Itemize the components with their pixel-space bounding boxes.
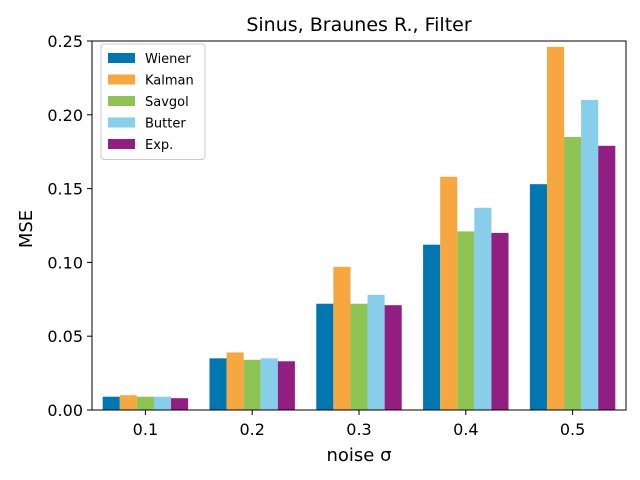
bar-savgol-0_5 bbox=[564, 136, 582, 410]
x-tick-label: 0.1 bbox=[133, 420, 158, 439]
bar-exp-0_3 bbox=[384, 305, 402, 410]
legend-label: Wiener bbox=[145, 52, 191, 67]
bar-kalman-0_1 bbox=[119, 395, 137, 410]
bar-savgol-0_3 bbox=[350, 303, 368, 410]
bar-butter-0_4 bbox=[474, 207, 492, 410]
bar-butter-0_1 bbox=[153, 396, 172, 410]
axes-group: 0.00 0.05 0.10 0.15 0.20 0.25 0.1 0.2 0.3 0.4 0.5 bbox=[47, 32, 627, 439]
x-axis-title: noise σ bbox=[326, 445, 391, 466]
y-tick-label: 0.15 bbox=[47, 180, 83, 199]
bar-savgol-0_2 bbox=[243, 359, 261, 410]
bars-group bbox=[102, 46, 616, 411]
y-tick-label: 0.25 bbox=[47, 32, 83, 51]
x-tick-label: 0.3 bbox=[346, 420, 371, 439]
bar-kalman-0_2 bbox=[226, 352, 244, 410]
y-tick-label: 0.00 bbox=[47, 401, 83, 420]
legend-label: Exp. bbox=[145, 138, 173, 153]
bar-exp-0_4 bbox=[491, 232, 509, 410]
bar-wiener-0_5 bbox=[529, 184, 547, 410]
bar-wiener-0_3 bbox=[316, 303, 334, 410]
x-tick-label: 0.4 bbox=[453, 420, 478, 439]
bar-exp-0_5 bbox=[598, 145, 616, 411]
legend-label: Butter bbox=[145, 117, 186, 132]
bar-exp-0_2 bbox=[277, 361, 295, 410]
bar-kalman-0_5 bbox=[546, 46, 565, 411]
x-tick-label: 0.2 bbox=[239, 420, 264, 439]
x-axis-title-text: noise σ bbox=[326, 445, 391, 466]
bar-wiener-0_1 bbox=[102, 396, 120, 410]
legend-swatch bbox=[108, 96, 135, 106]
bar-wiener-0_4 bbox=[423, 244, 441, 410]
bar-butter-0_2 bbox=[260, 358, 278, 410]
chart-title: Sinus, Braunes R., Filter bbox=[246, 14, 471, 36]
legend-swatch bbox=[108, 74, 135, 85]
legend-swatch bbox=[108, 117, 135, 128]
bar-savgol-0_4 bbox=[457, 231, 475, 410]
x-tick-label: 0.5 bbox=[560, 420, 585, 439]
bar-exp-0_1 bbox=[171, 398, 189, 410]
bar-savgol-0_1 bbox=[136, 396, 154, 410]
bar-butter-0_5 bbox=[581, 100, 599, 410]
legend-swatch bbox=[108, 139, 135, 149]
y-tick-label: 0.10 bbox=[47, 253, 83, 272]
y-axis-title: MSE bbox=[16, 210, 37, 248]
bar-kalman-0_4 bbox=[440, 176, 458, 410]
legend-box bbox=[100, 43, 206, 160]
y-tick-label: 0.20 bbox=[47, 106, 83, 125]
legend-label: Savgol bbox=[145, 95, 189, 110]
bar-kalman-0_3 bbox=[333, 266, 351, 410]
bar-butter-0_3 bbox=[367, 294, 385, 410]
legend-label: Kalman bbox=[145, 74, 194, 89]
bar-wiener-0_2 bbox=[209, 358, 227, 410]
legend: Wiener Kalman Savgol Butter Exp. bbox=[100, 43, 206, 160]
legend-swatch bbox=[108, 53, 135, 63]
y-tick-label: 0.05 bbox=[47, 327, 83, 346]
